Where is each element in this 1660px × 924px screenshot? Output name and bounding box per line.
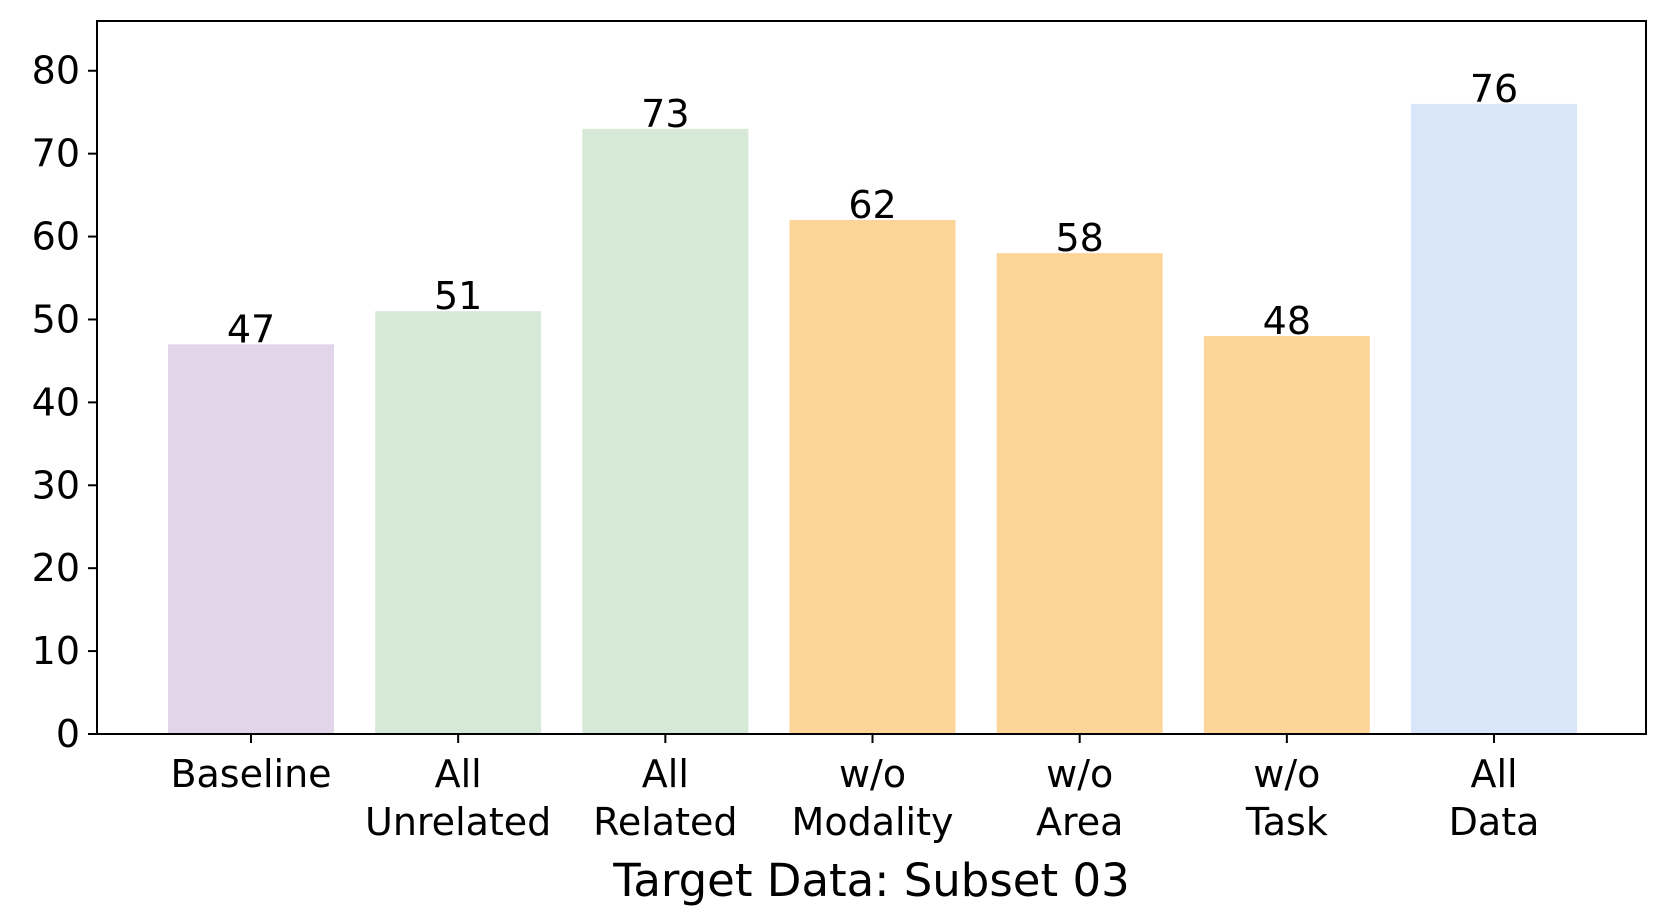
data-labels-layer: 47 51 73 62 58 48 76 — [227, 67, 1518, 351]
x-tick-label-2: All Related — [593, 752, 737, 844]
x-tick-label-line: All — [435, 752, 482, 796]
y-tick-label-0: 0 — [56, 712, 80, 756]
y-tick-label-7: 70 — [32, 132, 80, 176]
x-tick-label-line: Modality — [792, 800, 954, 844]
x-tick-label-line: Unrelated — [365, 800, 551, 844]
y-axis: 0 10 20 30 40 50 60 70 80 — [32, 49, 97, 756]
x-tick-label-4: w/o Area — [1036, 752, 1123, 844]
data-label-1: 51 — [434, 274, 482, 318]
bar-2 — [582, 128, 749, 735]
data-label-2: 73 — [641, 92, 689, 136]
bar-3 — [789, 219, 956, 734]
x-tick-label-1: All Unrelated — [365, 752, 551, 844]
x-axis-title: Target Data: Subset 03 — [612, 854, 1129, 907]
x-tick-label-line: Data — [1449, 800, 1540, 844]
data-label-3: 62 — [848, 183, 896, 227]
x-tick-label-line: Task — [1245, 800, 1328, 844]
bars-layer — [168, 103, 1578, 735]
x-tick-label-3: w/o Modality — [792, 752, 954, 844]
y-tick-label-8: 80 — [32, 49, 80, 93]
x-tick-label-line: Related — [593, 800, 737, 844]
x-tick-label-6: All Data — [1449, 752, 1540, 844]
data-label-4: 58 — [1056, 216, 1104, 260]
x-tick-label-line: w/o — [1253, 752, 1320, 796]
bar-4 — [996, 253, 1163, 735]
bar-6 — [1411, 103, 1578, 734]
plot-frame — [96, 20, 1647, 735]
y-tick-label-5: 50 — [32, 297, 80, 341]
y-tick-label-6: 60 — [32, 215, 80, 259]
bar-0 — [168, 344, 334, 734]
data-label-6: 76 — [1470, 67, 1518, 111]
y-tick-label-4: 40 — [32, 380, 80, 424]
data-label-0: 47 — [227, 307, 275, 351]
y-tick-label-3: 30 — [32, 463, 80, 507]
x-tick-label-0: Baseline — [170, 752, 331, 796]
x-tick-label-line: w/o — [839, 752, 906, 796]
bar-1 — [375, 311, 542, 734]
x-tick-label-line: All — [642, 752, 689, 796]
y-tick-label-2: 20 — [32, 546, 80, 590]
x-tick-label-line: All — [1470, 752, 1517, 796]
x-tick-label-5: w/o Task — [1245, 752, 1328, 844]
x-tick-label-line: Area — [1036, 800, 1123, 844]
bar-5 — [1203, 336, 1370, 734]
data-label-5: 48 — [1263, 299, 1311, 343]
y-tick-label-1: 10 — [32, 629, 80, 673]
x-tick-label-line: w/o — [1046, 752, 1113, 796]
x-tick-label-line: Baseline — [170, 752, 331, 796]
